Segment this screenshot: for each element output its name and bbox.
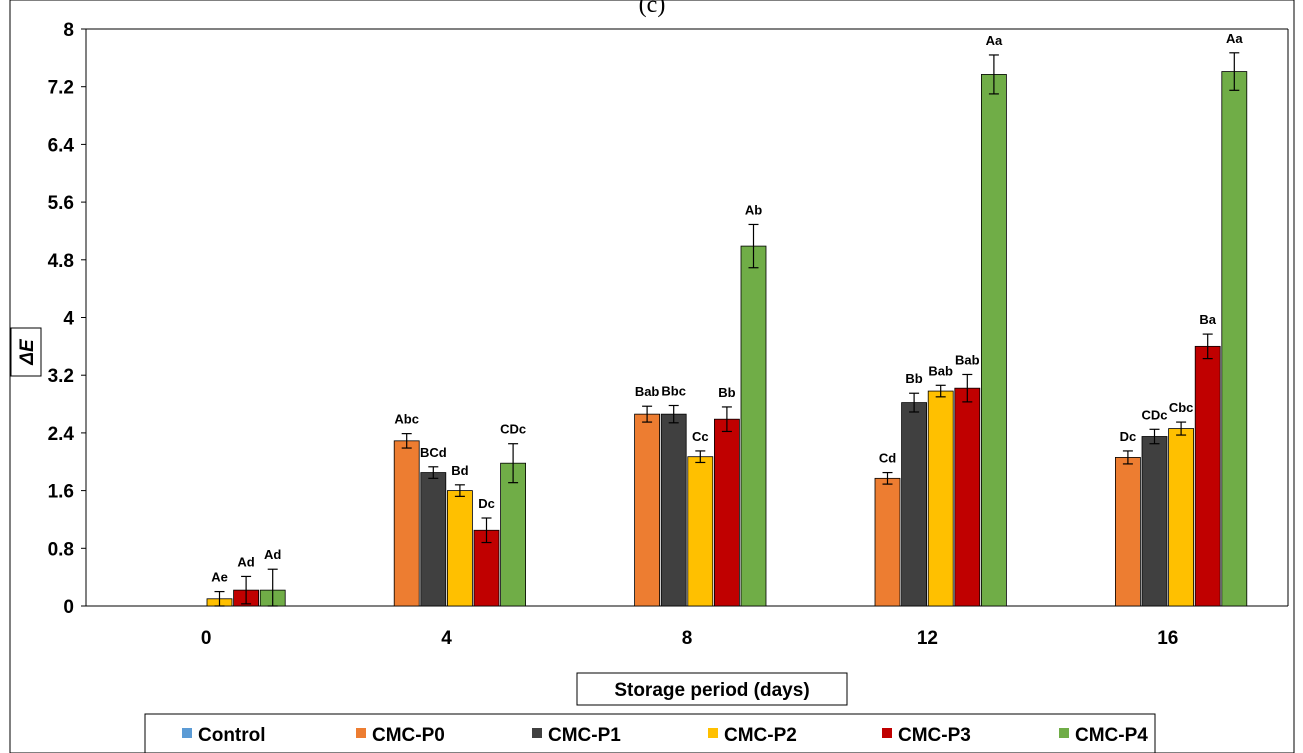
- x-axis-title-box: Storage period (days): [576, 672, 848, 706]
- bar-cmc-p0-day-4: [393, 440, 420, 607]
- x-axis-tick-labels: 0 4 8 12 16: [201, 628, 1178, 649]
- y-tick-label: 1.6: [48, 482, 74, 503]
- x-tick-label: 0: [201, 628, 212, 649]
- y-tick-label: 0.8: [48, 539, 74, 560]
- y-tick-label: 4: [63, 309, 74, 330]
- y-axis-tick-labels: 0 0.8 1.6 2.4 3.2 4 4.8 5.6 6.4 7.2 8: [48, 20, 86, 618]
- data-label: Dc: [478, 496, 495, 511]
- data-label: Bb: [905, 371, 922, 386]
- y-tick-label: 7.2: [48, 78, 74, 99]
- y-tick-label: 5.6: [48, 193, 74, 214]
- legend-swatch-cmc-p3: [882, 728, 892, 738]
- bar-cmc-p4-day-8: [740, 245, 767, 607]
- y-tick-label: 8: [63, 20, 74, 41]
- legend: Control CMC-P0 CMC-P1 CMC-P2 CMC-P3 CMC-P4: [144, 713, 1156, 753]
- bar-cmc-p0-day-16: [1115, 457, 1141, 607]
- bar-cmc-p2-day-8: [687, 456, 714, 607]
- data-label: Bab: [928, 363, 953, 378]
- plot-frame: [85, 28, 1289, 607]
- bar-cmc-p1-day-16: [1141, 436, 1168, 607]
- data-label: Bd: [451, 463, 468, 478]
- data-label: Aa: [986, 33, 1003, 48]
- legend-label-control: Control: [198, 725, 266, 746]
- legend-label-cmc-p2: CMC-P2: [724, 725, 797, 746]
- data-label: Bbc: [661, 383, 686, 398]
- x-tick-label: 4: [441, 628, 452, 649]
- chart-title: (c): [639, 0, 666, 18]
- data-label: CDc: [500, 422, 526, 437]
- legend-label-cmc-p3: CMC-P3: [898, 725, 971, 746]
- y-tick-label: 3.2: [48, 366, 74, 387]
- bar-cmc-p2-day-4: [446, 490, 473, 607]
- x-tick-label: 12: [917, 628, 938, 649]
- data-label: Cc: [692, 429, 709, 444]
- legend-label-cmc-p4: CMC-P4: [1075, 725, 1148, 746]
- data-label: Abc: [394, 412, 419, 427]
- data-label: Ad: [237, 554, 254, 569]
- bar-cmc-p4-day-12: [981, 74, 1007, 607]
- legend-box: [144, 713, 1156, 753]
- chart-area-border: [9, 0, 1295, 753]
- data-label: Cbc: [1169, 400, 1194, 415]
- y-tick-label: 0: [63, 597, 74, 618]
- x-tick-label: 8: [682, 628, 693, 649]
- data-label: Ba: [1199, 312, 1216, 327]
- data-label: Bab: [955, 352, 980, 367]
- legend-swatch-control: [182, 728, 192, 738]
- data-label: Aa: [1226, 31, 1243, 46]
- legend-swatch-cmc-p4: [1059, 728, 1069, 738]
- bar-cmc-p4-day-16: [1221, 71, 1248, 607]
- bar-cmc-p0-day-12: [874, 477, 901, 607]
- bar-cmc-p1-day-4: [420, 472, 447, 607]
- bar-cmc-p1-day-8: [660, 413, 687, 607]
- bar-cmc-p1-day-12: [901, 402, 927, 607]
- data-label: Ad: [264, 547, 281, 562]
- bar-cmc-p3-day-16: [1194, 345, 1221, 607]
- data-label: Ab: [745, 202, 762, 217]
- bar-cmc-p3-day-8: [714, 418, 740, 607]
- legend-label-cmc-p0: CMC-P0: [372, 725, 445, 746]
- data-label: Cd: [879, 451, 896, 466]
- legend-label-cmc-p1: CMC-P1: [548, 725, 621, 746]
- bar-cmc-p4-day-4: [500, 462, 527, 607]
- legend-swatch-cmc-p1: [532, 728, 542, 738]
- data-label: CDc: [1141, 407, 1167, 422]
- y-tick-label: 6.4: [48, 135, 75, 156]
- data-label: Dc: [1120, 429, 1137, 444]
- data-label: Bb: [718, 385, 735, 400]
- bar-cmc-p2-day-16: [1168, 428, 1194, 607]
- bar-cmc-p0-day-8: [634, 413, 660, 607]
- x-tick-label: 16: [1157, 628, 1178, 649]
- data-label: Ae: [211, 570, 228, 585]
- legend-swatch-cmc-p2: [708, 728, 718, 738]
- bar-cmc-p2-day-12: [927, 390, 954, 607]
- data-label: Bab: [635, 384, 660, 399]
- x-axis-title: Storage period (days): [614, 680, 809, 701]
- legend-swatch-cmc-p0: [356, 728, 366, 738]
- data-label: BCd: [420, 445, 447, 460]
- y-tick-label: 4.8: [48, 251, 74, 272]
- bar-cmc-p3-day-12: [954, 387, 981, 607]
- y-axis-title: ΔE: [17, 338, 38, 366]
- y-tick-label: 2.4: [48, 424, 75, 445]
- y-axis-title-box: ΔE: [10, 327, 42, 377]
